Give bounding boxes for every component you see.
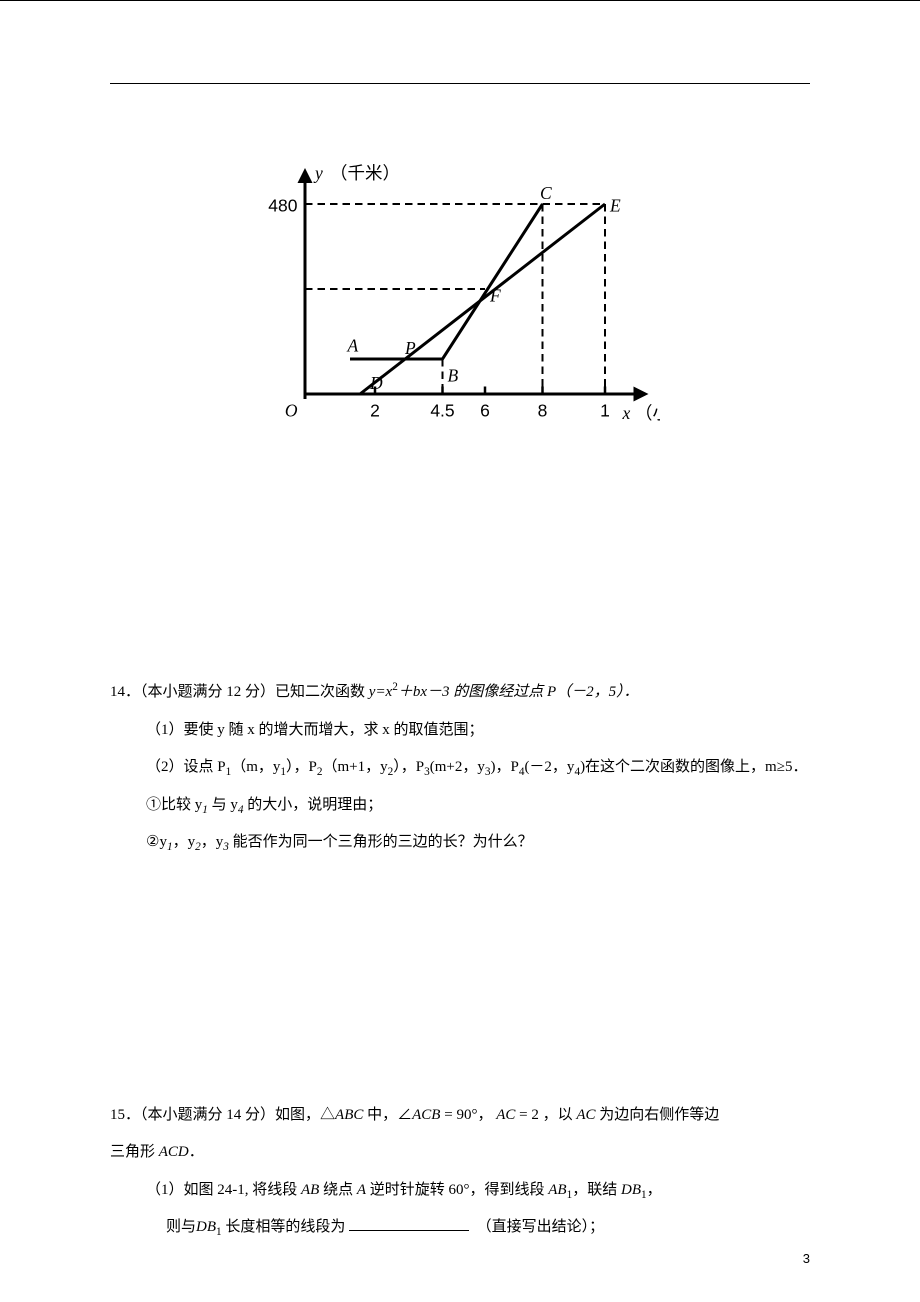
x-tick-4-5: 4.5 <box>430 401 454 421</box>
point-C: C <box>540 183 552 203</box>
x-axis-label: x <box>622 403 631 423</box>
point-E: E <box>609 196 621 216</box>
problem-15-q1: （1）如图 24-1, 将线段 AB 绕点 A 逆时针旋转 60°，得到线段 A… <box>110 1172 810 1210</box>
y-axis-unit: （千米） <box>330 163 400 183</box>
point-D: D <box>369 373 383 393</box>
distance-time-chart: 480 y （千米） x （小时） O 2 4.5 6 8 1 <box>260 159 660 434</box>
problem-15-line2: 三角形 ACD． <box>110 1134 810 1172</box>
problem-14-q1: （1）要使 y 随 x 的增大而增大，求 x 的取值范围； <box>110 712 810 750</box>
x-axis-unit: （小时） <box>635 403 660 423</box>
x-tick-1: 1 <box>600 401 610 421</box>
problem-14-q2: （2）设点 P1（m，y1），P2（m+1，y2），P3(m+2，y3)，P4(… <box>110 749 810 787</box>
page-number: 3 <box>803 1251 810 1266</box>
problem-14-header: 14．（本小题满分 12 分）已知二次函数 y=x2＋bx－3 的图像经过点 P… <box>110 674 810 712</box>
problem-14: 14．（本小题满分 12 分）已知二次函数 y=x2＋bx－3 的图像经过点 P… <box>110 674 810 862</box>
problem-14-q2a: ①比较 y1 与 y4 的大小，说明理由； <box>110 787 810 825</box>
problem-15-q1b: 则与DB1 长度相等的线段为 （直接写出结论）； <box>110 1209 810 1247</box>
answer-blank <box>349 1216 469 1231</box>
point-P: P <box>404 338 416 358</box>
origin-label: O <box>285 401 298 421</box>
x-tick-2: 2 <box>370 401 380 421</box>
problem-15: 15．（本小题满分 14 分）如图，△ABC 中，∠ACB = 90°， AC … <box>110 1097 810 1247</box>
problem-14-number: 14． <box>110 684 140 700</box>
y-tick-480: 480 <box>268 196 297 216</box>
problem-15-header: 15．（本小题满分 14 分）如图，△ABC 中，∠ACB = 90°， AC … <box>110 1097 810 1135</box>
point-A: A <box>347 336 359 356</box>
y-axis-label: y <box>313 163 323 183</box>
problem-14-q2b: ②y1，y2，y3 能否作为同一个三角形的三边的长？为什么？ <box>110 824 810 862</box>
x-tick-6: 6 <box>480 401 490 421</box>
x-tick-8: 8 <box>538 401 548 421</box>
point-B: B <box>448 366 459 386</box>
problem-15-number: 15． <box>110 1107 140 1123</box>
point-F: F <box>489 286 501 306</box>
